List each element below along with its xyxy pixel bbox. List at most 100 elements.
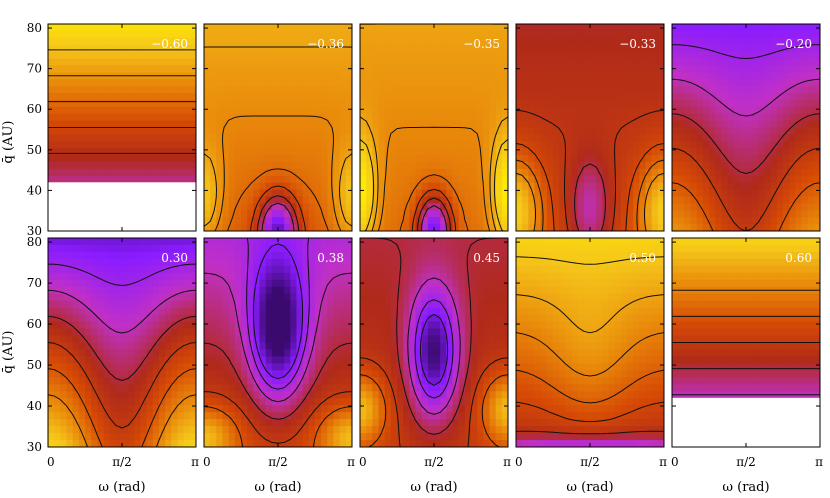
heat-cell [315,363,322,371]
heat-cell [339,251,347,260]
heat-cell [222,203,230,211]
heat-cell [633,113,640,122]
heat-cell [571,217,579,225]
heat-cell [290,335,298,344]
heat-cell [746,44,753,53]
heat-cell [807,196,815,204]
heat-cell [546,203,554,211]
heat-cell [241,419,248,427]
heat-cell [752,224,759,231]
heat-cell [140,120,148,129]
heat-cell [596,99,603,108]
heat-cell [115,272,123,281]
heat-cell [115,433,123,441]
heat-cell [620,30,628,39]
heat-cell [746,79,753,87]
heat-cell [403,44,410,53]
heat-cell [241,258,248,267]
heat-cell [770,127,778,135]
heat-cell [471,99,478,108]
heat-cell [446,99,454,108]
heat-cell [752,127,759,135]
heat-cell [85,307,92,316]
heat-cell [752,30,759,39]
heat-cell [140,384,148,392]
heat-cell [308,314,316,323]
heat-cell [228,162,236,170]
heat-cell [489,203,497,211]
heat-cell [590,37,597,46]
heat-cell [345,217,352,225]
heat-cell [91,412,98,420]
heat-cell [696,127,704,135]
heat-cell [516,72,523,80]
heat-cell [302,405,310,413]
heat-cell [247,175,254,184]
heat-cell [360,113,367,122]
heat-cell [727,24,735,32]
heat-cell [477,58,484,66]
heat-cell [72,426,80,434]
heat-cell [48,363,55,371]
heat-cell [440,148,447,156]
heat-cell [446,72,454,80]
heat-cell [204,210,211,218]
heatmap [516,24,664,231]
heat-cell [746,127,753,135]
heat-cell [284,148,291,156]
heat-cell [752,37,759,46]
heat-cell [489,37,497,46]
heat-cell [596,51,603,60]
heat-cell [339,384,347,392]
heat-cell [602,113,610,122]
heat-cell [614,51,622,60]
heat-cell [146,155,154,163]
heat-cell [333,120,341,129]
heat-cell [66,99,74,108]
heat-cell [78,293,86,302]
heat-cell [807,113,815,122]
heat-cell [620,44,628,53]
heat-cell [315,293,322,302]
heat-cell [776,44,784,53]
heat-cell [222,134,230,142]
heat-cell [752,134,759,142]
heat-cell [315,398,322,406]
heat-cell [421,141,429,149]
heat-cell [333,203,341,211]
heat-cell [434,224,441,231]
heat-cell [183,328,191,337]
heat-cell [109,134,117,142]
heat-cell [253,120,261,129]
heat-cell [645,44,653,53]
heat-cell [278,51,285,60]
heat-cell [315,258,322,267]
heat-cell [715,175,722,184]
heat-cell [721,79,729,87]
heat-cell [122,168,129,177]
heat-cell [427,30,435,39]
heat-cell [171,162,179,170]
heat-cell [415,51,423,60]
heat-cell [390,106,398,115]
heat-cell [60,148,68,156]
heat-cell [241,203,248,211]
heat-cell [333,335,341,344]
heat-cell [516,224,523,231]
heat-cell [483,99,491,108]
heat-cell [384,182,392,191]
heat-cell [678,120,685,129]
heat-cell [60,127,68,135]
heat-cell [495,65,503,73]
heat-cell [721,155,729,163]
heat-cell [690,210,698,218]
heat-cell [259,106,267,115]
heat-cell [210,391,217,399]
heat-cell [228,58,236,66]
heat-cell [204,293,211,302]
heat-cell [596,30,603,39]
heat-cell [228,210,236,218]
heat-cell [265,377,273,385]
heat-cell [483,196,491,204]
heat-cell [690,44,698,53]
